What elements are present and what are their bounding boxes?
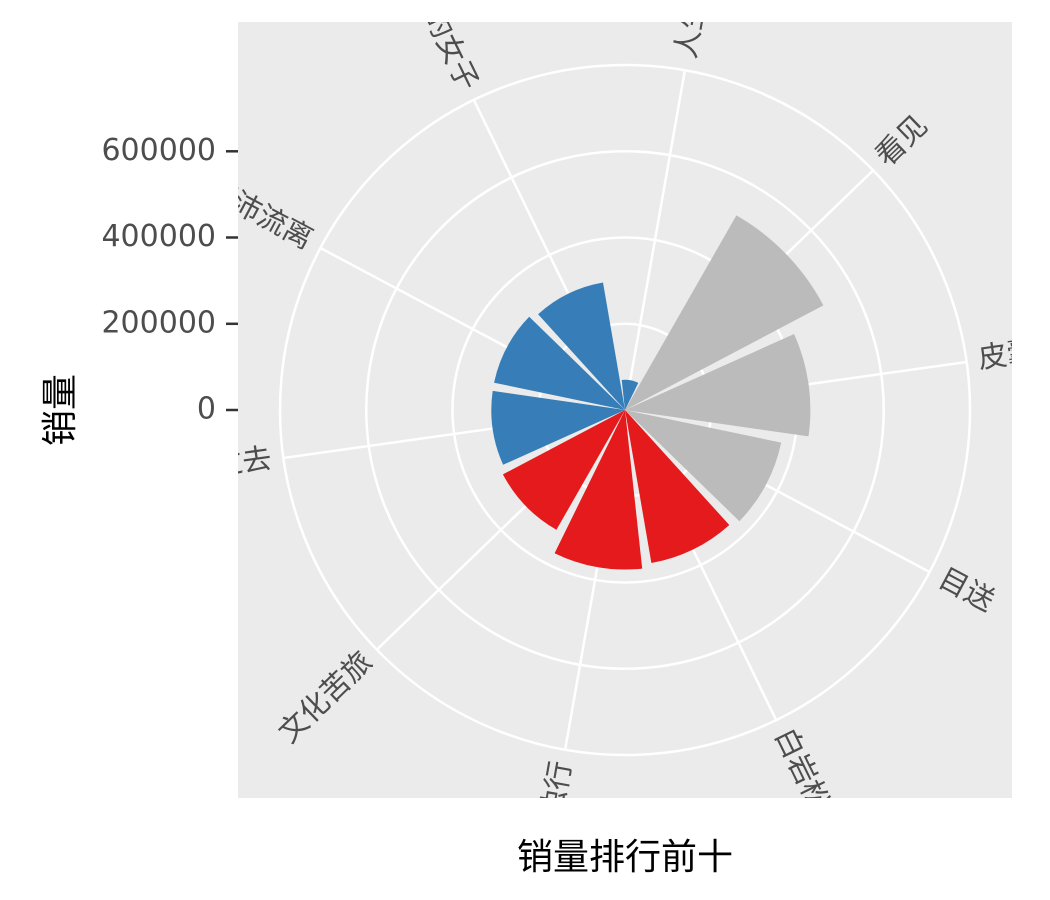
- y-axis: 0 200000 400000 600000: [101, 133, 238, 427]
- category-label: 皮囊: [976, 333, 1038, 375]
- bar: [538, 282, 625, 410]
- bar: [621, 379, 639, 410]
- y-axis-title: 销量: [40, 374, 81, 446]
- bar-layer: [491, 215, 824, 570]
- bar: [625, 215, 824, 410]
- y-tick-label: 600000: [101, 133, 216, 168]
- bar: [625, 334, 811, 437]
- grid-spoke: [623, 69, 687, 411]
- y-tick-label: 200000: [101, 305, 216, 340]
- bar: [625, 410, 730, 563]
- x-axis-title: 销量排行前十: [517, 837, 733, 878]
- bar: [494, 316, 625, 410]
- bar: [554, 410, 643, 570]
- grid-circle: [365, 150, 885, 670]
- grid-circle: [278, 63, 972, 757]
- bar: [625, 410, 782, 522]
- y-tick-label: 400000: [101, 219, 216, 254]
- bar: [502, 410, 625, 530]
- bar: [491, 390, 625, 465]
- category-label: 时光将来 不念过去: [30, 441, 274, 508]
- y-tick-label: 0: [197, 392, 216, 427]
